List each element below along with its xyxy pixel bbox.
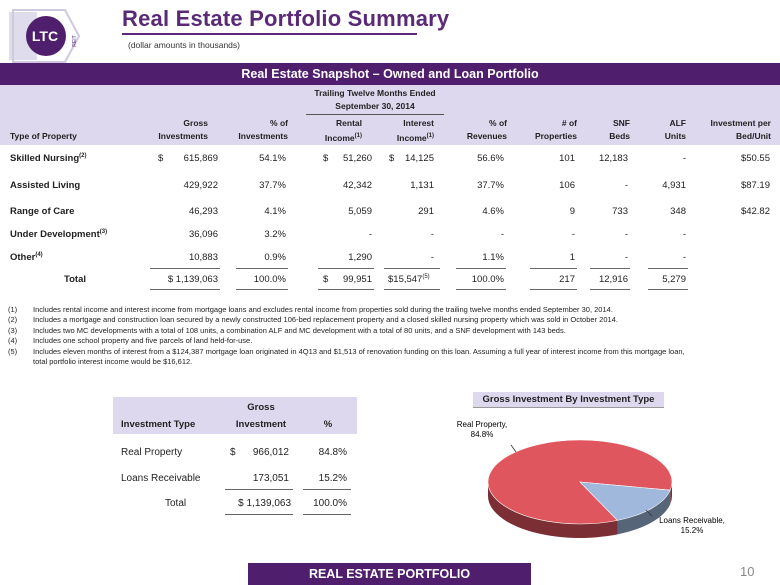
group-header-line1: Trailing Twelve Months Ended — [314, 88, 436, 98]
row-type: Range of Care — [10, 206, 75, 217]
footnote-item: (5) Includes eleven months of interest fr… — [8, 346, 685, 367]
col-snf-header-2: Beds — [609, 131, 630, 141]
total-double-rule — [590, 289, 630, 290]
pie-label-line1: Real Property, — [457, 420, 508, 429]
chart-title: Gross Investment By Investment Type — [473, 392, 664, 408]
col-pct-rev-header-1: % of — [489, 118, 507, 128]
col-gross-header-1: Gross — [183, 118, 208, 128]
investment-table-header-band — [113, 397, 357, 434]
section-banner: Real Estate Snapshot – Owned and Loan Po… — [0, 63, 780, 85]
group-header-line2: September 30, 2014 — [335, 101, 415, 111]
table-header-band — [0, 85, 780, 145]
pie-label-line1: Loans Receivable, — [659, 516, 725, 525]
pie-label-line2: 15.2% — [681, 526, 704, 535]
total-rule — [150, 268, 220, 269]
footnotes: (1) Includes rental income and interest i… — [8, 305, 688, 367]
logo-subtext: REIT — [72, 35, 78, 46]
total-rule — [530, 268, 577, 269]
logo-text: LTC — [32, 28, 58, 44]
col-rental-header-1: Rental — [336, 118, 362, 128]
col-interest-header-2: Income(1) — [396, 132, 434, 143]
col-gross-header-2: Investments — [158, 131, 208, 141]
col-type-header: Type of Property — [10, 131, 77, 141]
total-rule — [384, 268, 440, 269]
footer-section-label: REAL ESTATE PORTFOLIO — [248, 563, 531, 585]
col-ipb-header-2: Bed/Unit — [736, 131, 771, 141]
row-type: Other(4) — [10, 252, 43, 264]
total-double-rule — [530, 289, 577, 290]
total-rule — [590, 268, 630, 269]
total-rule — [236, 268, 288, 269]
ltc-reit-logo: LTC REIT — [9, 9, 81, 63]
page-subtitle: (dollar amounts in thousands) — [128, 40, 240, 50]
footnote-item: (3) Includes two MC developments with a t… — [8, 325, 566, 335]
col-pct-inv-header-1: % of — [270, 118, 288, 128]
footnote-item: (2) Includes a mortgage and construction … — [8, 315, 618, 325]
pie-slice-loans-receivable — [579, 481, 671, 521]
pie-side-real-property — [670, 482, 672, 505]
footnote-item: (1) Includes rental income and interest i… — [8, 305, 613, 314]
total-double-rule — [150, 289, 220, 290]
col-props-header-1: # of — [561, 118, 577, 128]
col-props-header-2: Properties — [534, 131, 577, 141]
page-number: 10 — [740, 564, 755, 579]
row-type: Skilled Nursing(2) — [10, 153, 87, 165]
col-snf-header-1: SNF — [613, 118, 630, 128]
total-double-rule — [384, 289, 440, 290]
pie-label-line2: 84.8% — [471, 430, 494, 439]
col-pct-rev-header-2: Revenues — [466, 131, 507, 141]
title-underline — [122, 33, 417, 35]
total-double-rule — [318, 289, 374, 290]
col-alf-header-1: ALF — [669, 118, 686, 128]
group-header-rule — [306, 114, 444, 115]
total-rule — [318, 268, 374, 269]
pie-chart: Real Property, 84.8% Loans Receivable, 1… — [457, 420, 725, 538]
page-title: Real Estate Portfolio Summary — [122, 6, 450, 31]
total-rule — [456, 268, 506, 269]
col-alf-header-2: Units — [664, 131, 686, 141]
pie-leader-line-real-property — [510, 444, 517, 453]
row-type: Assisted Living — [10, 180, 81, 192]
total-double-rule — [236, 289, 288, 290]
col-interest-header-1: Interest — [403, 118, 434, 128]
col-ipb-header-1: Investment per — [710, 118, 771, 128]
total-double-rule — [648, 289, 688, 290]
total-double-rule — [456, 289, 506, 290]
footnote-item: (4) Includes one school property and five… — [8, 336, 253, 346]
col-rental-header-2: Income(1) — [324, 132, 362, 143]
row-type: Under Development(3) — [10, 229, 108, 241]
col-pct-inv-header-2: Investments — [238, 131, 288, 141]
total-rule — [648, 268, 688, 269]
pie-leader-line-loans — [645, 509, 653, 517]
